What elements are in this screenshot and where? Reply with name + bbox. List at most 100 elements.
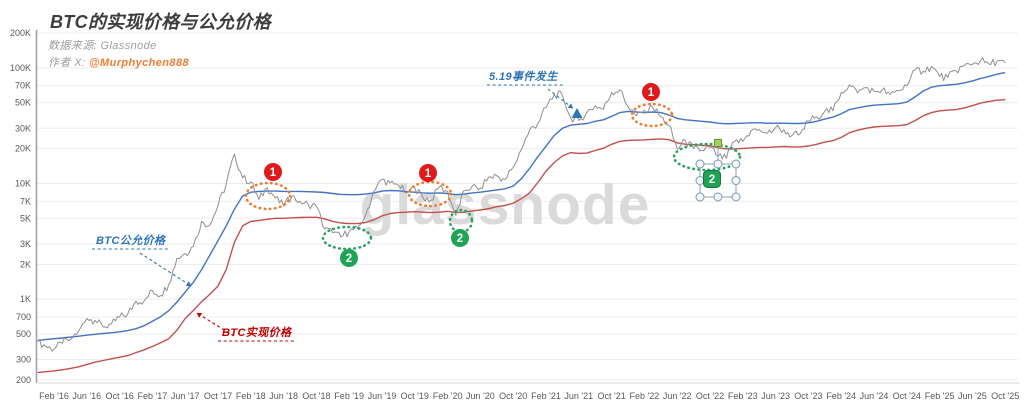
badge-shape [642,83,660,101]
annotation-arrowhead [567,103,574,109]
y-tick-label: 700 [16,312,31,322]
x-tick-label: Jun '19 [368,391,397,401]
x-tick-label: Oct '24 [893,391,921,401]
y-tick-label: 5K [20,213,31,223]
fair-price-label: BTC公允价格 [96,234,167,247]
x-tick-label: Jun '24 [860,391,889,401]
x-tick-label: Jun '25 [958,391,987,401]
selection-handle[interactable] [731,176,741,185]
y-tick-label: 70K [15,81,31,91]
badge-number: 2 [346,253,352,265]
annotation-arrow-line [139,252,189,285]
x-tick-label: Oct '22 [696,391,724,401]
x-tick-label: Jun '17 [171,391,200,401]
badge-shape [451,229,469,247]
selection-handle[interactable] [731,159,741,169]
y-tick-label: 1K [20,294,31,304]
annotation-arrow-line [547,88,571,107]
page-title: BTC的实现价格与公允价格 [50,12,271,32]
badge-1: 1 [419,164,437,182]
selection-handle[interactable] [695,192,705,202]
x-tick-label: Feb '19 [334,391,364,401]
x-tick-label: Oct '25 [991,391,1019,401]
x-axis-labels: Feb '16 Jun '16 Oct '16 Feb '17 Jun '17 Oct '… [39,391,1019,401]
annotation-arrowhead [185,281,192,287]
annotation-arrowhead [196,312,203,318]
x-tick-label: Jun '23 [761,391,790,401]
x-tick-label: Feb '24 [826,391,856,401]
orange-dotted-ellipse [630,102,674,128]
event-label: 5.19事件发生 [489,70,558,83]
realized-price-label: BTC实现价格 [222,326,293,339]
fair-price-line [37,71,1006,342]
y-tick-label: 200K [10,28,31,38]
author-line: 作者 X: @Murphychen888 [48,54,189,70]
x-tick-label: Feb '23 [728,391,758,401]
highlight-ellipses [244,102,742,251]
badge-shape [703,170,721,188]
y-tick-label: 200 [16,375,31,385]
y-tick-label: 20K [15,144,31,154]
x-tick-label: Feb '16 [39,391,69,401]
x-tick-label: Jun '22 [663,391,692,401]
selection-handle[interactable] [713,159,723,169]
badge-2: 2 [451,229,469,247]
btc-price-line [37,57,1006,352]
badge-number: 2 [709,174,715,186]
badge-2: 2 [340,249,358,267]
x-tick-label: Jun '20 [466,391,495,401]
badge-2-selected[interactable]: 2 [703,170,721,188]
x-tick-label: Jun '16 [72,391,101,401]
x-tick-label: Oct '20 [499,391,527,401]
realized-price-line [37,99,1006,374]
x-tick-label: Oct '17 [204,391,232,401]
rotation-handle[interactable] [714,139,722,147]
y-tick-label: 50K [15,98,31,108]
y-tick-label: 7K [20,196,31,206]
badge-number: 2 [457,233,463,245]
orange-dotted-ellipse [407,180,453,208]
badge-1: 1 [642,83,660,101]
x-tick-label: Feb '17 [138,391,168,401]
selection-ui [695,139,741,202]
x-tick-label: Oct '18 [302,391,330,401]
author-handle: @Murphychen888 [88,57,189,69]
y-tick-label: 2K [20,259,31,269]
y-tick-label: 500 [16,329,31,339]
selection-handle[interactable] [695,176,705,185]
y-gridlines [36,32,1018,381]
x-tick-label: Jun '18 [269,391,298,401]
badge-1: 1 [264,163,282,181]
fair-price-label-group: BTC公允价格 [92,234,192,287]
y-tick-label: 10K [15,178,31,188]
badge-number: 1 [425,168,432,180]
y-axis-labels: 200K 100K 70K 50K 30K 20K 10K 7K 5K 3K 2K 1K 700 500 3… [10,28,31,385]
x-tick-label: Feb '18 [236,391,266,401]
selection-handle[interactable] [731,192,741,202]
event-label-group: 5.19事件发生 [487,70,574,109]
selection-handle[interactable] [695,159,705,169]
y-tick-label: 100K [10,63,31,73]
x-tick-label: Jun '21 [564,391,593,401]
green-dotted-ellipse [448,208,474,234]
data-source-label: 数据来源: Glassnode [48,40,157,52]
author-prefix: 作者 X: [48,57,89,69]
x-tick-label: Feb '21 [531,391,561,401]
orange-dotted-ellipse [244,181,292,211]
x-tick-label: Oct '21 [597,391,625,401]
badge-number: 1 [270,167,277,179]
x-tick-label: Oct '23 [794,391,822,401]
y-tick-label: 3K [20,239,31,249]
x-tick-label: Oct '16 [105,391,133,401]
x-tick-label: Oct '19 [401,391,429,401]
green-dotted-ellipse [321,225,373,251]
event-triangle-marker [571,108,583,118]
badge-shape [419,164,437,182]
y-tick-label: 300 [16,355,31,365]
selection-handle[interactable] [713,192,723,202]
y-tick-label: 30K [15,123,31,133]
x-tick-label: Feb '25 [925,391,955,401]
x-tick-label: Feb '20 [433,391,463,401]
